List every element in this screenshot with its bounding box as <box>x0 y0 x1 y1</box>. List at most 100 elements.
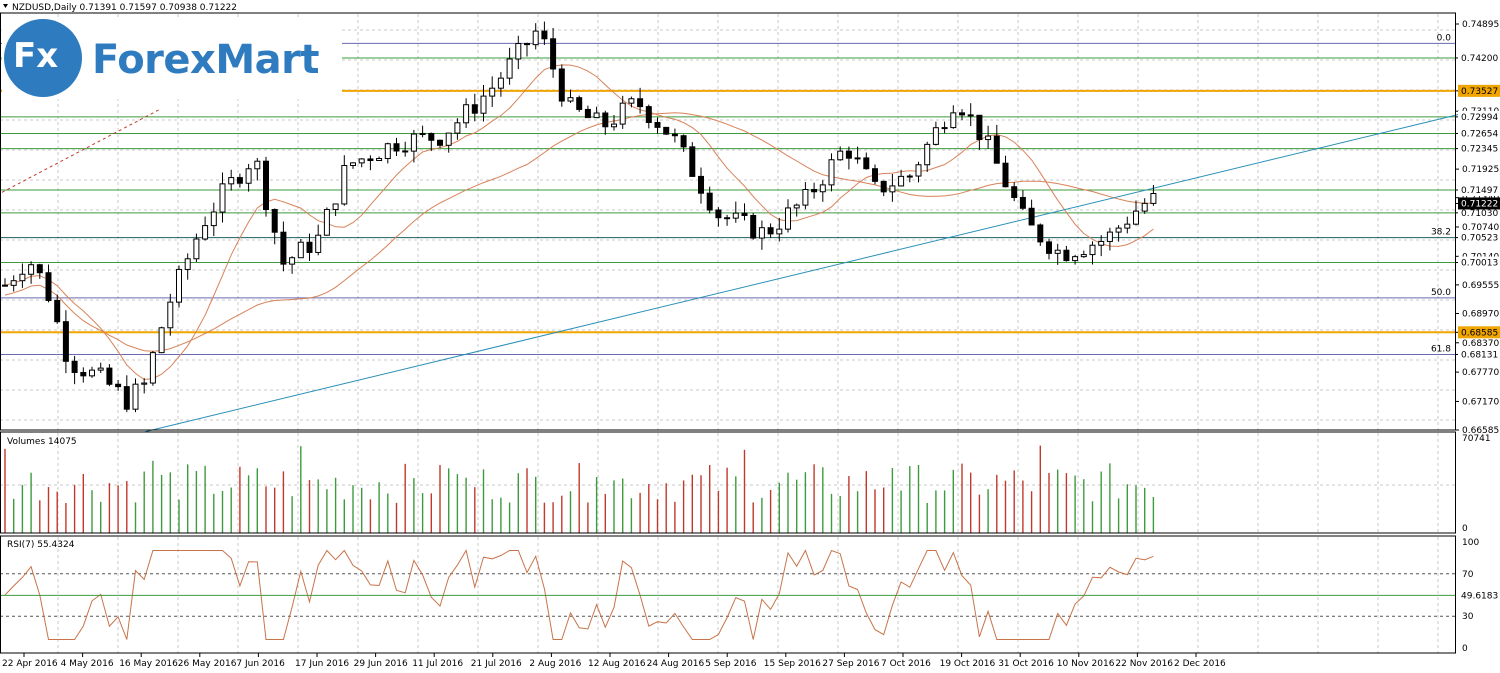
logo-brand-text: ForexMart <box>92 37 319 83</box>
date-label: 27 Sep 2016 <box>822 659 879 669</box>
price-tag-text: 49.6183 <box>1461 591 1498 601</box>
price-tags: 0.74200 0.73527 0.72994 0.72654 0.72345 0.714… <box>1458 51 1500 602</box>
candle-body <box>219 183 226 213</box>
candle-body <box>967 114 974 117</box>
rsi-panel <box>0 549 1455 640</box>
candle-body <box>489 87 496 97</box>
price-tick-label: 0.71925 <box>1462 165 1499 175</box>
candle-body <box>732 212 739 219</box>
candle-body <box>123 386 130 410</box>
candle-body <box>880 180 887 193</box>
candle-body <box>1115 227 1122 233</box>
price-tag-text: 0.70523 <box>1461 234 1498 244</box>
chart-grid <box>0 14 1455 653</box>
candle-body <box>210 211 217 227</box>
candle-body <box>158 327 165 354</box>
candle-body <box>323 208 330 236</box>
candle-body <box>550 38 557 70</box>
date-label: 5 Sep 2016 <box>705 659 757 669</box>
date-label: 7 Jun 2016 <box>236 659 285 669</box>
candle-body <box>1054 249 1061 254</box>
candle-body <box>167 301 174 329</box>
candle-body <box>698 175 704 194</box>
candle-body <box>263 160 269 211</box>
candle-body <box>532 30 539 46</box>
support-trendline <box>144 113 1461 433</box>
candle-body <box>393 143 400 152</box>
logo-fx-circle: Fx <box>4 19 82 97</box>
candle-body <box>1028 207 1035 226</box>
price-tag-box <box>1458 326 1500 339</box>
date-label: 31 Oct 2016 <box>998 659 1054 669</box>
candle-body <box>932 127 939 145</box>
price-tag-box <box>1458 51 1500 64</box>
dropdown-triangle-icon[interactable] <box>3 4 8 8</box>
forexmart-logo: Fx ForexMart <box>2 17 342 99</box>
price-tag-box <box>1458 84 1500 97</box>
candle-body <box>280 231 287 265</box>
candle-body <box>376 158 383 162</box>
candle-body <box>811 188 818 193</box>
candle-body <box>202 225 209 240</box>
candle-body <box>863 157 870 170</box>
date-label: 7 Oct 2016 <box>881 659 931 669</box>
panel-frame <box>0 535 1456 654</box>
price-tick-label: 0.68370 <box>1462 339 1499 349</box>
fib-label: 61.8 <box>1431 344 1451 354</box>
candle-body <box>54 299 61 323</box>
candle-body <box>558 68 565 102</box>
price-tag-box <box>1458 142 1500 155</box>
candle-body <box>515 43 522 60</box>
candle-body <box>889 185 896 193</box>
candle-body <box>271 209 278 233</box>
candle-body <box>297 241 304 259</box>
panel-frame <box>0 431 1456 534</box>
candle-body <box>149 352 156 384</box>
candle-body <box>680 135 687 148</box>
price-tag-text: 0.72654 <box>1461 129 1498 139</box>
candle-body <box>410 133 417 152</box>
date-label: 10 Nov 2016 <box>1057 659 1115 669</box>
date-label: 16 May 2016 <box>119 659 178 669</box>
candle-body <box>767 227 774 235</box>
candle-body <box>1037 224 1044 243</box>
candle-body <box>837 150 844 161</box>
date-label: 15 Sep 2016 <box>764 659 821 669</box>
candle-body <box>36 264 43 274</box>
price-tag-text: 0.68585 <box>1461 328 1498 338</box>
candle-body <box>1063 249 1070 262</box>
fib-label: 38.2 <box>1431 228 1451 238</box>
price-tag-box <box>1458 256 1500 269</box>
price-tag-box <box>1458 589 1500 602</box>
candle-body <box>236 177 243 184</box>
candle-body <box>872 168 878 182</box>
candle-body <box>637 98 644 108</box>
candle-body <box>367 158 374 162</box>
candle-body <box>584 108 591 119</box>
candle-body <box>785 207 791 230</box>
candle-body <box>306 241 313 253</box>
candle-body <box>1098 240 1105 246</box>
rsi-tick-label: 30 <box>1462 612 1474 622</box>
date-label: 29 Jun 2016 <box>354 659 408 669</box>
date-label: 22 Apr 2016 <box>2 659 58 669</box>
price-tag-text: 0.74200 <box>1461 54 1498 64</box>
price-tag-text: 0.68131 <box>1461 350 1498 360</box>
ma-short-line <box>4 64 1154 381</box>
candle-body <box>1150 192 1157 204</box>
fib-label: 50.0 <box>1431 288 1451 298</box>
candle-body <box>71 360 78 373</box>
candle-body <box>645 106 652 123</box>
candle-body <box>454 122 461 134</box>
candle-body <box>1072 256 1079 262</box>
candle-body <box>671 133 678 137</box>
volume-bars <box>4 445 1155 533</box>
date-label: 17 Jun 2016 <box>295 659 349 669</box>
candle-body <box>106 367 113 385</box>
candle-body <box>776 228 783 235</box>
candle-body <box>419 132 426 135</box>
candle-body <box>89 369 95 377</box>
candle-body <box>898 175 905 187</box>
price-tag-box <box>1458 110 1500 123</box>
price-tag-text: 0.71497 <box>1461 186 1498 196</box>
